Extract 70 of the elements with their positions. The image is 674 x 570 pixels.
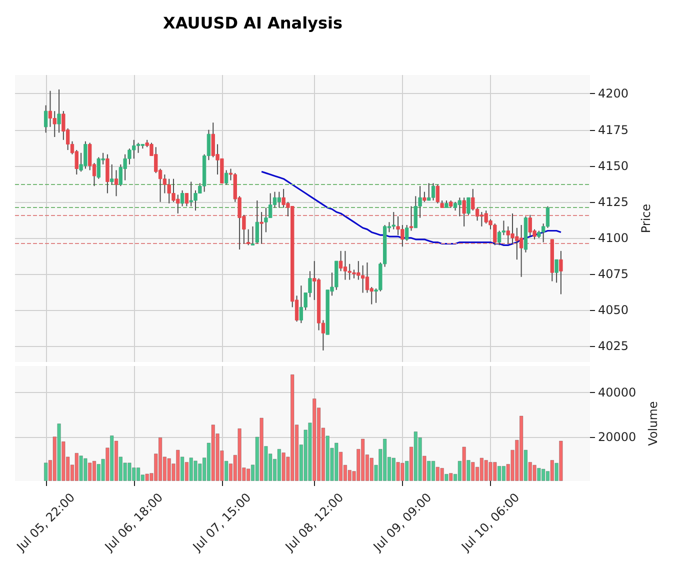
candlestick (458, 197, 462, 217)
candlestick (431, 182, 436, 201)
candlestick (519, 224, 524, 278)
bar (550, 460, 554, 481)
candlestick (260, 212, 264, 244)
candlestick (299, 285, 304, 324)
candlestick (480, 212, 484, 227)
candlestick (44, 104, 48, 134)
bar (502, 466, 506, 481)
bar (414, 431, 418, 481)
candlestick (224, 170, 228, 186)
candlestick (436, 184, 440, 204)
y-tick-label: 4150 (598, 158, 629, 173)
bar (480, 458, 484, 481)
candlestick (338, 250, 343, 272)
bar (392, 458, 396, 481)
bar (110, 435, 114, 481)
y-tick-label: 20000 (598, 430, 636, 444)
candlestick (392, 212, 396, 230)
candlestick (554, 259, 558, 284)
y-tick-label: 4125 (598, 194, 629, 209)
candlestick (52, 110, 56, 138)
candlestick (110, 164, 114, 186)
bar (382, 438, 387, 481)
candlestick (343, 250, 348, 280)
candlestick (114, 170, 118, 197)
candlestick (136, 142, 140, 154)
candlestick (106, 154, 110, 194)
bar (519, 416, 524, 481)
y-tick-label: 4050 (598, 303, 629, 318)
candlestick (62, 110, 66, 140)
candlestick (546, 206, 550, 228)
candlestick (184, 192, 189, 207)
candlestick (360, 264, 365, 294)
candlestick (48, 90, 52, 128)
candlestick (250, 226, 255, 246)
y-tick-label: 4200 (598, 86, 629, 101)
candlestick (559, 250, 563, 295)
bar (158, 437, 162, 481)
candlestick (365, 262, 370, 294)
y-axis-title: Price (639, 204, 653, 234)
y-tick-label: 4175 (598, 122, 629, 137)
candlestick (427, 182, 431, 201)
bar (541, 468, 546, 481)
y-tick-label: 4100 (598, 230, 629, 245)
candlestick (246, 228, 250, 246)
candlestick (497, 230, 502, 246)
bar (74, 452, 79, 481)
candlestick (422, 191, 426, 202)
bar (277, 448, 282, 481)
candlestick (277, 191, 281, 208)
chart-title: XAUUSD AI Analysis (163, 14, 343, 32)
y-tick-label: 40000 (598, 386, 636, 400)
candlestick (180, 190, 184, 207)
bar (44, 462, 48, 481)
bar (497, 466, 502, 481)
bar (431, 460, 436, 481)
bar (136, 468, 140, 481)
candlestick (162, 174, 167, 194)
y-tick-label: 4025 (598, 339, 629, 354)
bar (360, 438, 365, 481)
candlestick (409, 206, 414, 232)
y-axis-title: Volume (646, 401, 660, 446)
candlestick (462, 197, 466, 227)
bar (92, 460, 96, 481)
candlestick (466, 197, 470, 216)
candlestick (255, 200, 259, 244)
y-tick-label: 4075 (598, 267, 629, 282)
candlestick (57, 88, 61, 134)
bar (246, 468, 250, 481)
